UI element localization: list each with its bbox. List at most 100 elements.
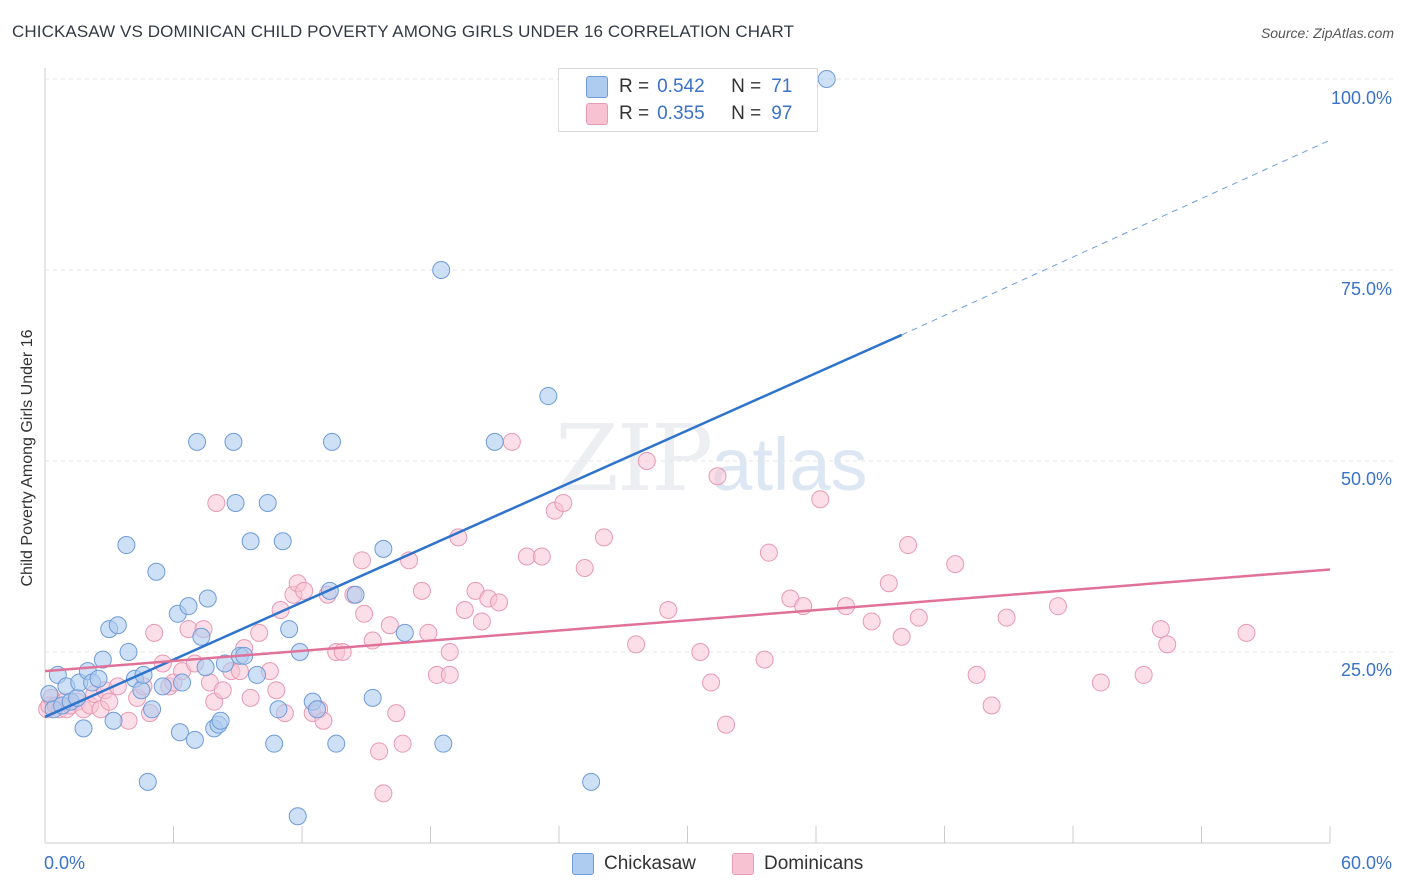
chickasaw-point-8: [74, 719, 93, 738]
y-tick-label-25: 25.0%: [1340, 660, 1392, 680]
dominican-point-85: [755, 650, 774, 669]
chickasaw-point-19: [132, 681, 151, 700]
dominican-point-84: [717, 715, 736, 734]
chickasaw-point-60: [432, 261, 451, 279]
chickasaw-point-48: [280, 620, 299, 639]
watermark-atlas: atlas: [711, 423, 868, 506]
chickasaw-point-31: [192, 627, 211, 646]
dominican-point-31: [213, 681, 232, 700]
bottom-legend-label-dominicans: Dominicans: [764, 853, 864, 874]
chickasaw-point-61: [434, 734, 453, 753]
bottom-legend-swatch-dominicans: [732, 853, 754, 875]
dominican-point-83: [708, 467, 727, 486]
dominican-point-58: [393, 734, 412, 753]
dominican-point-64: [440, 643, 459, 661]
dominican-point-43: [295, 581, 314, 600]
chickasaw-point-58: [374, 539, 393, 558]
chickasaw-point-14: [104, 711, 123, 730]
legend-row-chickasaw: R = 0.542 N = 71: [586, 75, 792, 99]
y-tick-label-50: 50.0%: [1340, 469, 1392, 489]
chickasaw-point-57: [363, 688, 382, 707]
dominican-point-61: [419, 623, 438, 642]
dominican-point-56: [380, 616, 399, 635]
dominican-point-66: [455, 600, 474, 619]
watermark-zip: ZIP: [555, 405, 713, 512]
legend-r-label: R =: [619, 103, 650, 124]
dominican-point-72: [517, 547, 536, 566]
legend-n-value: 97: [771, 103, 793, 124]
chickasaw-point-42: [241, 532, 260, 551]
dominican-point-101: [1091, 673, 1110, 692]
chickasaw-point-30: [188, 432, 207, 451]
legend-r-value: 0.355: [657, 103, 705, 124]
correlation-legend: R = 0.542 N = 71 R = 0.355 N = 97: [558, 68, 818, 132]
bottom-legend-dominicans: Dominicans: [732, 852, 863, 876]
chickasaw-point-29: [185, 730, 204, 749]
axes: [44, 68, 1331, 844]
dominican-point-57: [387, 704, 406, 723]
dominican-point-97: [967, 665, 986, 684]
legend-row-dominicans: R = 0.355 N = 97: [586, 102, 793, 126]
chickasaw-point-44: [258, 494, 277, 513]
chickasaw-point-47: [273, 532, 292, 551]
dominican-point-63: [440, 665, 459, 684]
legend-r-value: 0.542: [657, 76, 705, 97]
x-tick-label-max: 60.0%: [1340, 853, 1392, 873]
chickasaw-point-28: [179, 597, 198, 616]
dominican-point-105: [1237, 623, 1256, 642]
watermark: ZIPatlas: [555, 405, 867, 512]
dominican-point-54: [370, 742, 389, 761]
dominican-point-70: [490, 593, 509, 612]
dominican-point-91: [862, 612, 881, 631]
dominican-point-30: [207, 494, 226, 513]
dominican-point-104: [1158, 635, 1177, 654]
dominican-point-79: [637, 452, 656, 470]
chickasaw-point-59: [395, 623, 414, 642]
dominican-point-102: [1134, 665, 1153, 684]
trend-lines: [44, 139, 1331, 719]
chickasaw-point-39: [226, 494, 245, 513]
dominican-point-78: [627, 635, 646, 654]
chickasaw-point-49: [288, 807, 307, 826]
dominican-point-16: [119, 711, 138, 730]
y-tick-label-100: 100.0%: [1330, 88, 1392, 108]
dominican-point-75: [554, 494, 573, 513]
dominican-point-96: [946, 555, 965, 574]
dominican-point-36: [250, 623, 269, 642]
dominican-point-20: [145, 623, 164, 642]
chickasaw-point-45: [265, 734, 284, 753]
bottom-legend-swatch-chickasaw: [572, 853, 594, 875]
chickasaw-point-54: [322, 432, 341, 451]
chickasaw-point-12: [93, 650, 112, 669]
dominican-point-99: [997, 608, 1016, 627]
dominican-point-14: [100, 692, 119, 711]
dominican-trend-line: [44, 568, 1331, 673]
chickasaw-point-55: [327, 734, 346, 753]
chickasaw-point-46: [269, 700, 288, 719]
chickasaw-point-16: [119, 643, 138, 661]
chickasaw-point-62: [485, 432, 504, 451]
dominican-point-100: [1049, 597, 1068, 616]
dominican-point-73: [532, 547, 551, 566]
dominican-point-51: [352, 551, 371, 570]
legend-n-label: N =: [731, 76, 762, 97]
chickasaw-point-52: [307, 700, 326, 719]
dominican-point-86: [759, 543, 778, 562]
dominican-point-35: [241, 688, 260, 707]
dominican-point-71: [502, 432, 521, 451]
dominican-point-103: [1151, 620, 1170, 639]
legend-r-label: R =: [619, 76, 650, 97]
dominican-point-92: [879, 574, 898, 593]
dominican-point-81: [691, 643, 710, 661]
dominican-point-60: [412, 581, 431, 600]
chickasaw-point-11: [89, 669, 108, 688]
chickasaw-point-32: [196, 658, 215, 677]
chickasaw-point-64: [582, 772, 601, 791]
legend-n-label: N =: [731, 103, 762, 124]
dominican-point-77: [594, 528, 613, 547]
chickasaw-point-56: [346, 585, 365, 604]
chickasaw-point-38: [224, 432, 243, 451]
dominican-point-82: [702, 673, 721, 692]
legend-swatch-dominicans: [586, 103, 608, 125]
chickasaw-points: [40, 70, 836, 826]
